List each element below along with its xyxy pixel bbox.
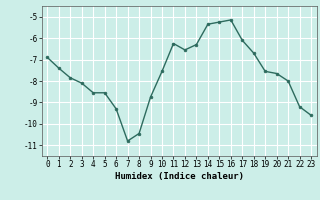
X-axis label: Humidex (Indice chaleur): Humidex (Indice chaleur) xyxy=(115,172,244,181)
